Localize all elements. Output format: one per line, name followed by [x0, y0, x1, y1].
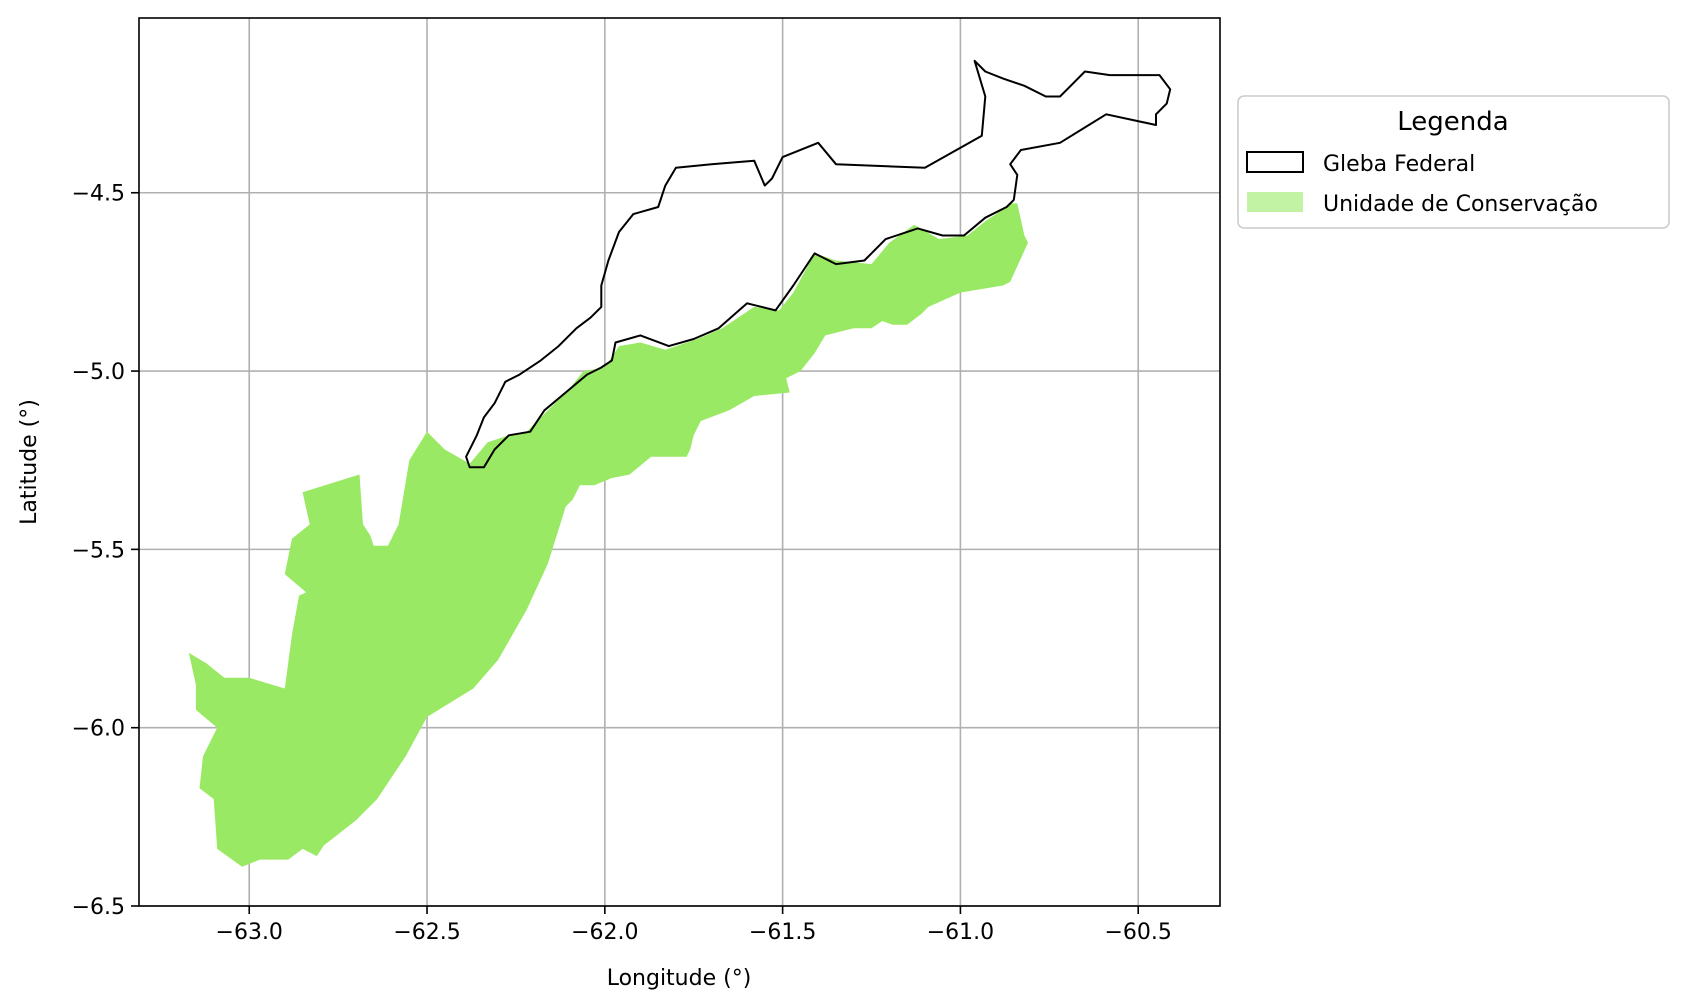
x-tick-label: −61.0 [927, 920, 994, 945]
x-tick-label: −62.5 [393, 920, 460, 945]
unidade-de-conservacao-polygon [188, 203, 1029, 867]
x-tick-label: −62.0 [571, 920, 638, 945]
map-shapes [188, 59, 1172, 867]
legend-swatch-unidade-de-conservacao [1247, 192, 1303, 212]
y-tick-label: −6.5 [72, 895, 125, 920]
gleba-federal-polygon [465, 59, 1172, 469]
legend-title: Legenda [1397, 107, 1508, 137]
y-tick-label: −5.0 [72, 360, 125, 385]
legend-label-gleba-federal: Gleba Federal [1323, 152, 1475, 177]
y-axis-label: Latitude (°) [17, 399, 42, 525]
legend-box [1237, 95, 1670, 229]
x-tick-label: −61.5 [749, 920, 816, 945]
axis-ticks: −63.0 −62.5 −62.0 −61.5 −61.0 −60.5 −4.5 −5.0 −5… [72, 182, 1172, 945]
y-tick-label: −5.5 [72, 538, 125, 563]
y-tick-label: −4.5 [72, 182, 125, 207]
x-tick-label: −60.5 [1105, 920, 1172, 945]
legend-swatch-gleba-federal [1246, 151, 1304, 173]
plot-frame [138, 17, 1221, 907]
legend-label-unidade-de-conservacao: Unidade de Conservação [1323, 192, 1598, 217]
legend: Legenda Gleba Federal Unidade de Conserv… [1237, 95, 1670, 229]
y-tick-label: −6.0 [72, 717, 125, 742]
x-axis-label: Longitude (°) [607, 966, 752, 991]
x-tick-label: −63.0 [216, 920, 283, 945]
